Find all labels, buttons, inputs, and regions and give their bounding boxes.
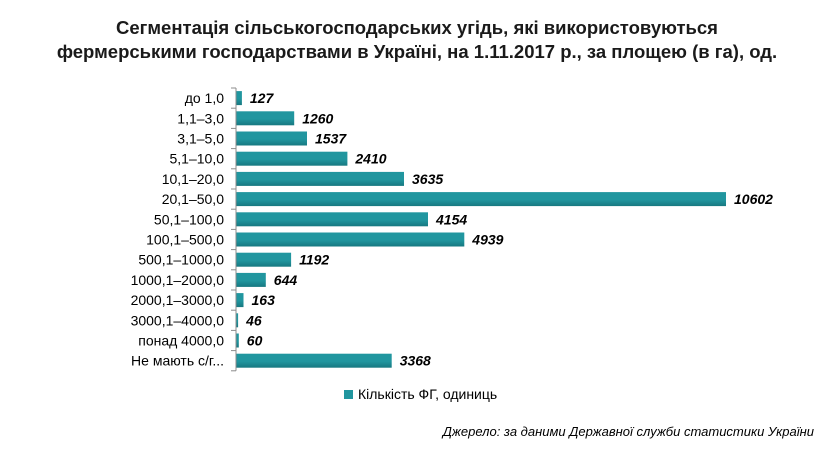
data-label-13: 3368 [400,353,431,369]
bar-10 [236,293,244,308]
legend-swatch [344,389,353,399]
category-label-10: 2000,1–3000,0 [131,292,225,308]
category-label-4: 10,1–20,0 [162,171,224,187]
category-label-12: понад 4000,0 [138,333,224,349]
category-label-2: 3,1–5,0 [177,131,224,147]
data-label-0: 127 [250,90,275,106]
category-label-13: Не мають с/г... [131,353,224,369]
bar-7 [236,232,465,247]
bar-1 [236,111,295,126]
data-label-5: 10602 [734,191,773,207]
bar-2 [236,131,307,146]
bar-3 [236,151,348,166]
bar-9 [236,272,266,287]
bar-0 [236,91,242,106]
category-label-9: 1000,1–2000,0 [131,272,225,288]
data-label-1: 1260 [302,110,333,126]
data-label-12: 60 [247,333,263,349]
category-label-11: 3000,1–4000,0 [131,312,225,328]
category-label-8: 500,1–1000,0 [138,252,224,268]
category-label-7: 100,1–500,0 [146,232,224,248]
bar-4 [236,171,404,186]
category-label-1: 1,1–3,0 [177,110,224,126]
data-label-3: 2410 [354,151,386,167]
category-label-3: 5,1–10,0 [170,151,225,167]
chart-title: Сегментація сільськогосподарських угідь,… [0,16,834,64]
data-label-7: 4939 [471,232,503,248]
source-note: Джерело: за даними Державної служби стат… [442,424,814,439]
bar-11 [236,313,239,328]
chart-title-line-2: фермерськими господарствами в Україні, н… [56,41,778,62]
data-label-2: 1537 [315,131,347,147]
chart-title-line-1: Сегментація сільськогосподарських угідь,… [116,17,718,38]
data-label-10: 163 [252,292,276,308]
data-label-6: 4154 [435,211,467,227]
bar-6 [236,212,428,227]
legend-label: Кількість ФГ, одиниць [358,386,498,402]
data-label-11: 46 [245,312,262,328]
data-label-8: 1192 [299,252,329,268]
category-label-6: 50,1–100,0 [154,211,224,227]
bar-12 [236,333,239,348]
bar-5 [236,192,726,207]
data-label-4: 3635 [412,171,443,187]
category-label-0: до 1,0 [185,90,225,106]
bar-8 [236,252,292,267]
data-label-9: 644 [274,272,298,288]
bar-13 [236,353,392,368]
chart-legend: Кількість ФГ, одиниць [344,386,497,402]
category-label-5: 20,1–50,0 [162,191,224,207]
